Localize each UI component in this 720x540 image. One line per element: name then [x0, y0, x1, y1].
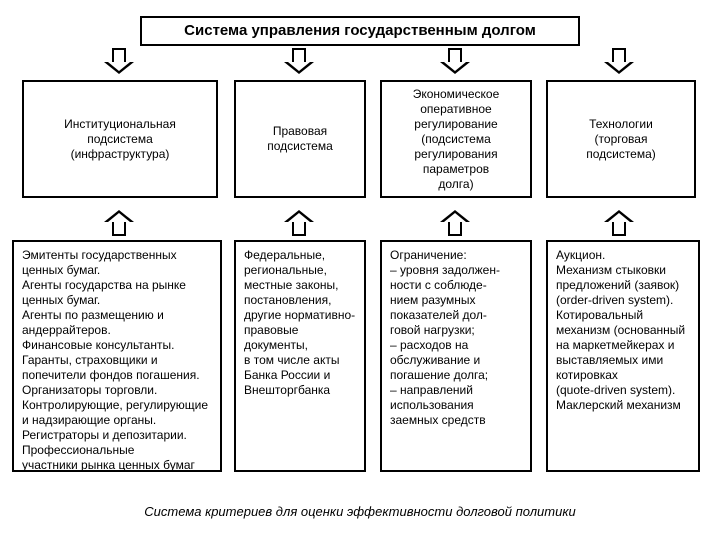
- arrow-up-1: [284, 206, 314, 236]
- node-det2-text: Федеральные, региональные, местные закон…: [244, 248, 355, 397]
- node-title-text: Система управления государственным долго…: [184, 22, 536, 41]
- arrow-down-3: [604, 48, 634, 78]
- node-sub2-text: Правовая подсистема: [267, 124, 333, 154]
- arrow-down-1: [284, 48, 314, 78]
- node-det4: Аукцион. Механизм стыковки предложений (…: [546, 240, 700, 472]
- node-det1-text: Эмитенты государственных ценных бумаг. А…: [22, 248, 211, 472]
- arrow-up-0: [104, 206, 134, 236]
- node-det3: Ограничение: – уровня задолжен- ности с …: [380, 240, 532, 472]
- node-sub4-text: Технологии (торговая подсистема): [586, 117, 656, 162]
- diagram-canvas: Система управления государственным долго…: [0, 0, 720, 540]
- node-sub3: Экономическое оперативное регулирование …: [380, 80, 532, 198]
- arrow-down-2: [440, 48, 470, 78]
- node-det2: Федеральные, региональные, местные закон…: [234, 240, 366, 472]
- node-title: Система управления государственным долго…: [140, 16, 580, 46]
- node-sub1: Институциональная подсистема (инфраструк…: [22, 80, 218, 198]
- node-sub4: Технологии (торговая подсистема): [546, 80, 696, 198]
- arrow-up-3: [604, 206, 634, 236]
- caption: Система критериев для оценки эффективнос…: [0, 504, 720, 519]
- node-sub1-text: Институциональная подсистема (инфраструк…: [64, 117, 176, 162]
- node-det3-text: Ограничение: – уровня задолжен- ности с …: [390, 248, 500, 427]
- arrow-up-2: [440, 206, 470, 236]
- node-sub2: Правовая подсистема: [234, 80, 366, 198]
- node-sub3-text: Экономическое оперативное регулирование …: [413, 87, 500, 192]
- node-det4-text: Аукцион. Механизм стыковки предложений (…: [556, 248, 685, 412]
- arrow-down-0: [104, 48, 134, 78]
- node-det1: Эмитенты государственных ценных бумаг. А…: [12, 240, 222, 472]
